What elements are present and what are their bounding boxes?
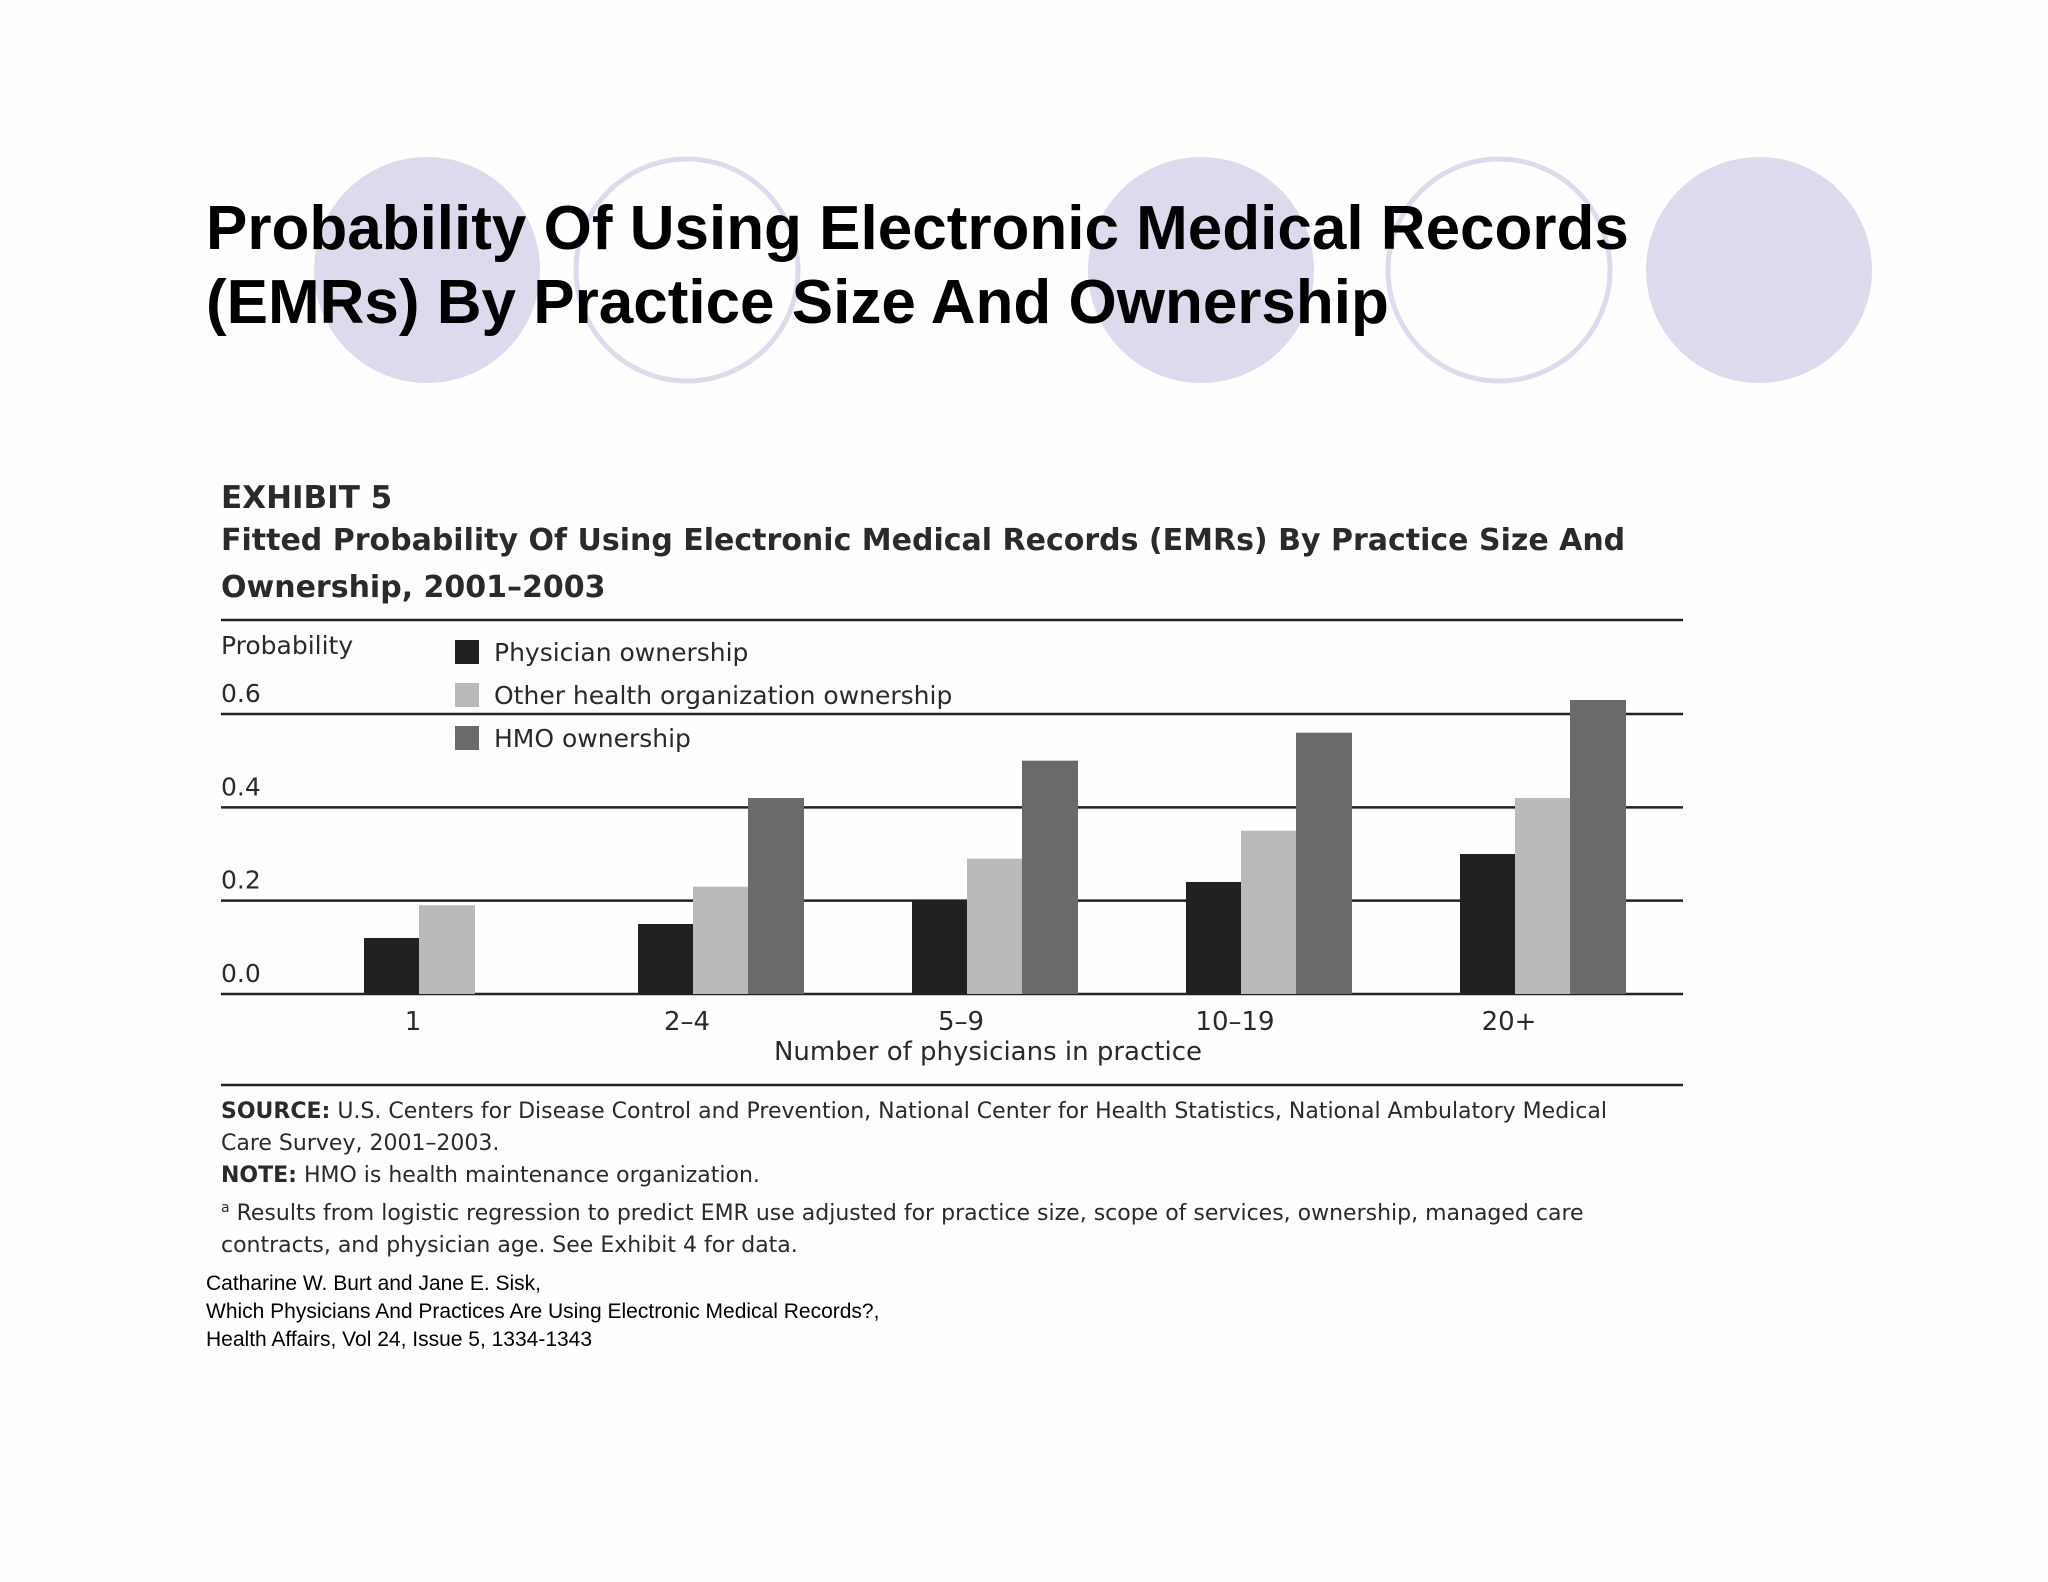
bar xyxy=(748,798,804,994)
x-tick-label: 20+ xyxy=(1482,1007,1537,1037)
legend-swatch xyxy=(455,683,479,707)
citation-article-title: Which Physicians And Practices Are Using… xyxy=(206,1300,880,1323)
bar xyxy=(1186,882,1242,994)
decor-circle-filled xyxy=(1088,157,1314,383)
y-tick-label: 0.6 xyxy=(221,679,261,708)
bar xyxy=(693,886,749,994)
bar xyxy=(364,938,420,994)
y-tick-label: 0.2 xyxy=(221,866,261,895)
bars xyxy=(364,700,1626,994)
bar xyxy=(1241,830,1297,994)
x-tick-label: 1 xyxy=(405,1007,422,1037)
decor-circle-ring xyxy=(573,156,801,384)
note: NOTE: HMO is health maintenance organiza… xyxy=(221,1160,1661,1192)
bar xyxy=(1515,798,1571,994)
legend-label: HMO ownership xyxy=(494,724,691,753)
source-text: U.S. Centers for Disease Control and Pre… xyxy=(221,1099,1607,1156)
y-tick-labels: 0.0 0.2 0.4 0.6 xyxy=(221,679,261,988)
y-tick-label: 0.4 xyxy=(221,772,261,801)
x-tick-labels: 1 2–4 5–9 10–19 20+ xyxy=(405,1007,1537,1037)
bar xyxy=(912,900,968,994)
y-tick-label: 0.0 xyxy=(221,959,261,988)
footnote-mark: a xyxy=(221,1200,230,1216)
x-axis-label: Number of physicians in practice xyxy=(774,1037,1202,1067)
source-notes: SOURCE: U.S. Centers for Disease Control… xyxy=(221,1096,1661,1262)
bar xyxy=(1570,700,1626,994)
legend: Physician ownership Other health organiza… xyxy=(455,638,952,753)
slide-title: Probability Of Using Electronic Medical … xyxy=(206,192,1629,340)
legend-swatch xyxy=(455,726,479,750)
bar xyxy=(1460,854,1516,994)
y-axis-label: Probability xyxy=(221,631,353,660)
decor-circle-ring xyxy=(1385,156,1613,384)
decor-circle-filled xyxy=(314,157,540,383)
source-note: SOURCE: U.S. Centers for Disease Control… xyxy=(221,1096,1661,1160)
slide-title-line2: (EMRs) By Practice Size And Ownership xyxy=(206,268,1389,337)
x-tick-label: 2–4 xyxy=(664,1007,710,1037)
bar xyxy=(1296,732,1352,994)
source-label: SOURCE: xyxy=(221,1099,331,1124)
x-tick-label: 5–9 xyxy=(938,1007,984,1037)
exhibit-label: EXHIBIT 5 xyxy=(221,480,392,516)
bar xyxy=(419,905,475,994)
footnote-text: Results from logistic regression to pred… xyxy=(221,1201,1584,1258)
exhibit-title-line2: Ownership, 2001–2003 xyxy=(221,570,606,605)
citation-authors: Catharine W. Burt and Jane E. Sisk, xyxy=(206,1272,541,1295)
legend-swatch xyxy=(455,640,479,664)
x-tick-label: 10–19 xyxy=(1195,1007,1274,1037)
note-text: HMO is health maintenance organization. xyxy=(303,1163,760,1188)
footnote: a Results from logistic regression to pr… xyxy=(221,1192,1661,1262)
legend-label: Other health organization ownership xyxy=(494,681,952,710)
note-label: NOTE: xyxy=(221,1163,297,1188)
slide-title-line1: Probability Of Using Electronic Medical … xyxy=(206,194,1629,263)
decor-circle-filled xyxy=(1646,157,1872,383)
bar xyxy=(1022,760,1078,994)
exhibit-title-line1: Fitted Probability Of Using Electronic M… xyxy=(221,523,1625,558)
citation: Catharine W. Burt and Jane E. Sisk, Whic… xyxy=(206,1270,879,1354)
bar xyxy=(967,858,1023,994)
legend-label: Physician ownership xyxy=(494,638,748,667)
bar xyxy=(638,924,694,994)
citation-journal: Health Affairs, Vol 24, Issue 5, 1334-13… xyxy=(206,1328,593,1351)
